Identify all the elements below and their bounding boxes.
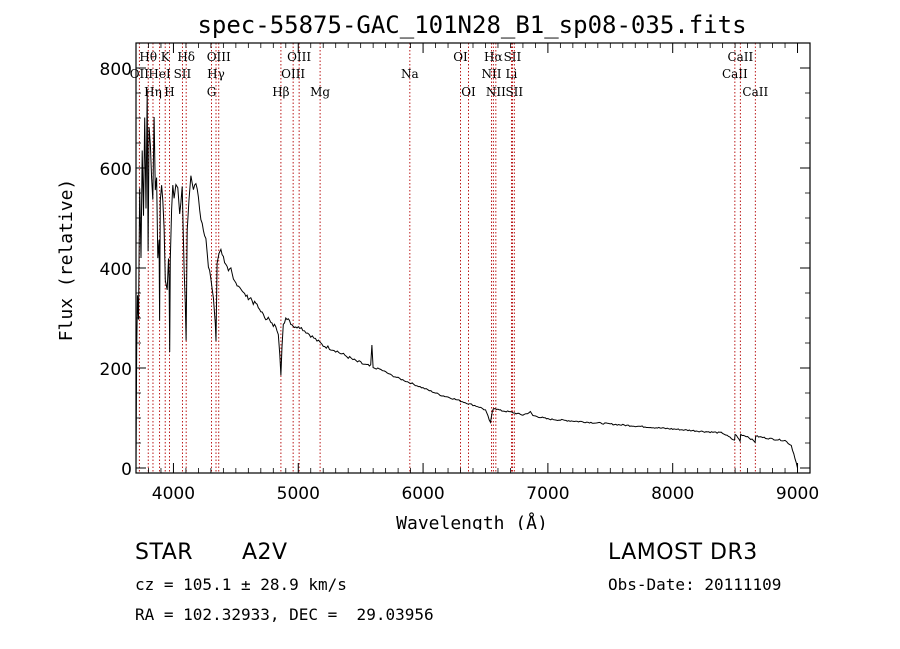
object-subclass: A2V	[242, 540, 288, 565]
line-label-12: OIII	[281, 67, 305, 81]
coordinates: RA = 102.32933, DEC = 29.03956	[135, 605, 434, 624]
line-label-23: SII	[505, 85, 523, 99]
line-label-15: Na	[401, 67, 419, 81]
line-label-4: K	[161, 50, 171, 64]
line-label-2: Hη	[144, 85, 162, 99]
line-label-13: OIII	[287, 50, 311, 64]
y-tick-label-0: 0	[121, 460, 132, 480]
line-label-17: OI	[461, 85, 476, 99]
line-label-0: OII	[130, 67, 150, 81]
series-line-0	[135, 89, 798, 469]
line-label-25: CaII	[727, 50, 753, 64]
line-label-5: H	[164, 85, 174, 99]
redshift-velocity: cz = 105.1 ± 28.9 km/s	[135, 575, 347, 594]
x-tick-label-4: 8000	[651, 484, 694, 504]
y-tick-label-3: 600	[100, 160, 132, 180]
line-label-9: Hγ	[207, 67, 225, 81]
y-tick-label-1: 200	[100, 360, 132, 380]
x-tick-label-2: 6000	[401, 484, 444, 504]
line-label-14: Mg	[310, 85, 330, 99]
emission-line-markers: OIIHθHηHeIKHSIIHδGHγOIIIHβOIIIOIIIMgNaOI…	[130, 43, 768, 473]
line-label-24: CaII	[722, 67, 748, 81]
line-label-16: OI	[453, 50, 468, 64]
line-label-26: CaII	[742, 85, 768, 99]
line-label-21: Li	[506, 67, 518, 81]
x-tick-label-0: 4000	[152, 484, 195, 504]
x-axis-label: Wavelength (Å)	[396, 512, 548, 530]
y-axis-label: Flux (relative)	[56, 179, 77, 342]
observation-date: Obs-Date: 20111109	[608, 575, 782, 594]
line-label-1: Hθ	[139, 50, 157, 64]
chart-title: spec-55875-GAC_101N28_B1_sp08-035.fits	[197, 11, 746, 39]
survey-name: LAMOST DR3	[608, 540, 758, 565]
axis-ticks: 4000 5000 6000 7000 8000 9000 0 200 400 600 800	[100, 42, 819, 504]
line-label-19: Hα	[484, 50, 503, 64]
x-tick-label-5: 9000	[776, 484, 819, 504]
y-tick-label-2: 400	[100, 260, 132, 280]
spectrum-series	[135, 89, 798, 469]
line-label-20: NII	[486, 85, 506, 99]
spectrum-chart: spec-55875-GAC_101N28_B1_sp08-035.fits O…	[56, 11, 819, 530]
line-label-11: Hβ	[272, 85, 289, 99]
line-label-18: NII	[481, 67, 501, 81]
x-tick-label-1: 5000	[277, 484, 320, 504]
y-tick-label-4: 800	[100, 60, 132, 80]
line-label-7: Hδ	[177, 50, 195, 64]
line-label-8: G	[207, 85, 217, 99]
x-tick-label-3: 7000	[526, 484, 569, 504]
object-class: STAR	[135, 540, 194, 565]
plot-frame	[135, 42, 811, 474]
line-label-6: SII	[174, 67, 192, 81]
line-label-10: OIII	[207, 50, 231, 64]
line-label-22: SII	[504, 50, 522, 64]
line-label-3: HeI	[148, 67, 171, 81]
